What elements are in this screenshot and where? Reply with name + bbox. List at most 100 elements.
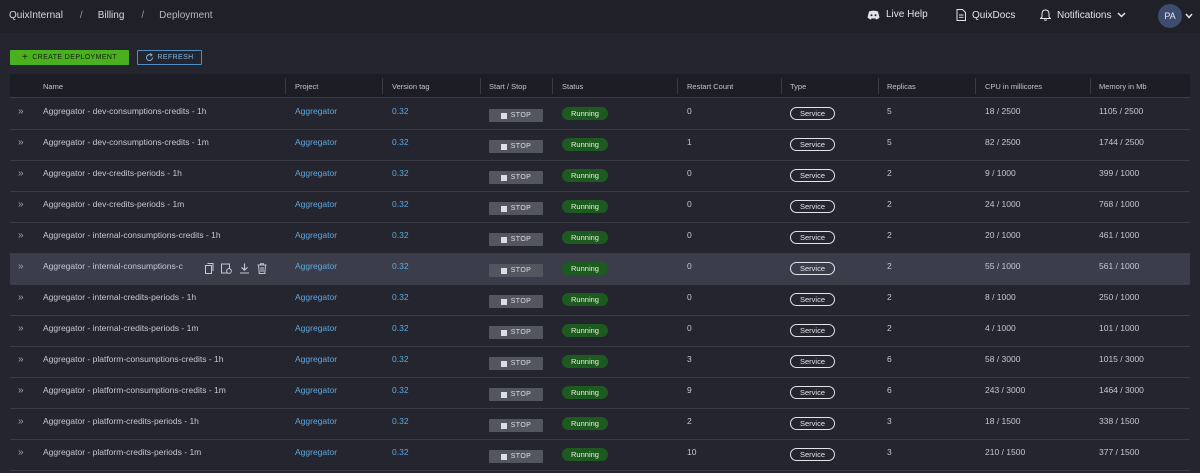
refresh-button[interactable]: REFRESH xyxy=(137,50,202,65)
project-link[interactable]: Aggregator xyxy=(295,137,338,147)
table-row[interactable]: » Aggregator - internal-credits-periods … xyxy=(10,285,1190,316)
stop-button[interactable]: STOP xyxy=(489,326,543,339)
project-link[interactable]: Aggregator xyxy=(295,230,338,240)
chevron-double-right-icon[interactable]: » xyxy=(18,230,24,241)
chevron-double-right-icon[interactable]: » xyxy=(18,354,24,365)
column-header-replicas[interactable]: Replicas xyxy=(887,82,916,91)
live-help-link[interactable]: Live Help xyxy=(867,9,928,20)
breadcrumb: QuixInternal / Billing / Deployment xyxy=(9,10,213,21)
stop-button[interactable]: STOP xyxy=(489,419,543,432)
project-link[interactable]: Aggregator xyxy=(295,323,338,333)
table-row[interactable]: » Aggregator - internal-consumptions-c A… xyxy=(10,254,1190,285)
copy-icon[interactable] xyxy=(204,263,214,274)
project-link[interactable]: Aggregator xyxy=(295,416,338,426)
delete-icon[interactable] xyxy=(257,263,267,274)
create-deployment-button[interactable]: + CREATE DEPLOYMENT xyxy=(10,50,129,65)
project-link[interactable]: Aggregator xyxy=(295,261,338,271)
chevron-double-right-icon[interactable]: » xyxy=(18,137,24,148)
table-row[interactable]: » Aggregator - platform-credits-periods … xyxy=(10,440,1190,471)
column-divider[interactable] xyxy=(1090,78,1091,94)
column-divider[interactable] xyxy=(677,78,678,94)
project-link[interactable]: Aggregator xyxy=(295,292,338,302)
table-row[interactable]: » Aggregator - internal-consumptions-cre… xyxy=(10,223,1190,254)
column-divider[interactable] xyxy=(878,78,879,94)
project-link[interactable]: Aggregator xyxy=(295,447,338,457)
breadcrumb-project[interactable]: Billing xyxy=(97,10,125,21)
chevron-double-right-icon[interactable]: » xyxy=(18,416,24,427)
stop-button[interactable]: STOP xyxy=(489,233,543,246)
stop-button[interactable]: STOP xyxy=(489,140,543,153)
deployment-name: Aggregator - platform-credits-periods - … xyxy=(43,447,202,457)
chevron-double-right-icon[interactable]: » xyxy=(18,168,24,179)
column-divider[interactable] xyxy=(975,78,976,94)
table-row[interactable]: » Aggregator - dev-credits-periods - 1m … xyxy=(10,192,1190,223)
stop-button[interactable]: STOP xyxy=(489,202,543,215)
column-header-cpu[interactable]: CPU in millicores xyxy=(985,82,1043,91)
avatar[interactable]: PA xyxy=(1158,4,1182,28)
project-link[interactable]: Aggregator xyxy=(295,385,338,395)
version-tag-link[interactable]: 0.32 xyxy=(392,230,409,240)
column-header-status[interactable]: Status xyxy=(562,82,584,91)
table-row[interactable]: » Aggregator - dev-consumptions-credits … xyxy=(10,99,1190,130)
chevron-double-right-icon[interactable]: » xyxy=(18,447,24,458)
table-row[interactable]: » Aggregator - platform-credits-periods … xyxy=(10,409,1190,440)
stop-button[interactable]: STOP xyxy=(489,357,543,370)
version-tag-link[interactable]: 0.32 xyxy=(392,199,409,209)
version-tag-link[interactable]: 0.32 xyxy=(392,168,409,178)
stop-button[interactable]: STOP xyxy=(489,295,543,308)
table-row[interactable]: » Aggregator - dev-consumptions-credits … xyxy=(10,130,1190,161)
version-tag-link[interactable]: 0.32 xyxy=(392,292,409,302)
chevron-down-icon[interactable] xyxy=(1185,13,1193,19)
version-tag-link[interactable]: 0.32 xyxy=(392,106,409,116)
column-divider[interactable] xyxy=(382,78,383,94)
version-tag-link[interactable]: 0.32 xyxy=(392,354,409,364)
breadcrumb-separator: / xyxy=(141,10,145,21)
column-header-project[interactable]: Project xyxy=(295,82,319,91)
docs-link[interactable]: QuixDocs xyxy=(956,9,1015,21)
table-row[interactable]: » Aggregator - platform-consumptions-cre… xyxy=(10,378,1190,409)
stop-button[interactable]: STOP xyxy=(489,264,543,277)
column-header-type[interactable]: Type xyxy=(790,82,807,91)
column-header-name[interactable]: Name xyxy=(43,82,64,91)
stop-icon xyxy=(500,360,507,367)
chevron-double-right-icon[interactable]: » xyxy=(18,385,24,396)
table-row[interactable]: » Aggregator - platform-consumptions-cre… xyxy=(10,347,1190,378)
type-badge: Service xyxy=(790,355,835,368)
version-tag-link[interactable]: 0.32 xyxy=(392,323,409,333)
column-header-restart-count[interactable]: Restart Count xyxy=(687,82,734,91)
version-tag-link[interactable]: 0.32 xyxy=(392,416,409,426)
refresh-icon xyxy=(146,53,154,61)
column-divider[interactable] xyxy=(781,78,782,94)
restart-count: 9 xyxy=(687,385,692,395)
column-header-start-stop[interactable]: Start / Stop xyxy=(489,82,527,91)
status-badge: Running xyxy=(562,324,608,337)
chevron-double-right-icon[interactable]: » xyxy=(18,106,24,117)
column-divider[interactable] xyxy=(552,78,553,94)
project-link[interactable]: Aggregator xyxy=(295,168,338,178)
breadcrumb-workspace[interactable]: QuixInternal xyxy=(9,10,63,21)
stop-button[interactable]: STOP xyxy=(489,450,543,463)
stop-button[interactable]: STOP xyxy=(489,109,543,122)
settings-icon[interactable] xyxy=(221,263,232,274)
table-row[interactable]: » Aggregator - dev-credits-periods - 1h … xyxy=(10,161,1190,192)
chevron-double-right-icon[interactable]: » xyxy=(18,199,24,210)
project-link[interactable]: Aggregator xyxy=(295,354,338,364)
column-header-version[interactable]: Version tag xyxy=(392,82,430,91)
version-tag-link[interactable]: 0.32 xyxy=(392,447,409,457)
column-divider[interactable] xyxy=(285,78,286,94)
stop-button[interactable]: STOP xyxy=(489,171,543,184)
project-link[interactable]: Aggregator xyxy=(295,106,338,116)
table-row[interactable]: » Aggregator - internal-credits-periods … xyxy=(10,316,1190,347)
notifications-menu[interactable]: Notifications xyxy=(1040,9,1126,21)
stop-button[interactable]: STOP xyxy=(489,388,543,401)
chevron-double-right-icon[interactable]: » xyxy=(18,323,24,334)
download-icon[interactable] xyxy=(239,263,250,274)
column-divider[interactable] xyxy=(480,78,481,94)
column-header-memory[interactable]: Memory in Mb xyxy=(1099,82,1147,91)
version-tag-link[interactable]: 0.32 xyxy=(392,261,409,271)
chevron-double-right-icon[interactable]: » xyxy=(18,292,24,303)
project-link[interactable]: Aggregator xyxy=(295,199,338,209)
version-tag-link[interactable]: 0.32 xyxy=(392,385,409,395)
chevron-double-right-icon[interactable]: » xyxy=(18,261,24,272)
version-tag-link[interactable]: 0.32 xyxy=(392,137,409,147)
